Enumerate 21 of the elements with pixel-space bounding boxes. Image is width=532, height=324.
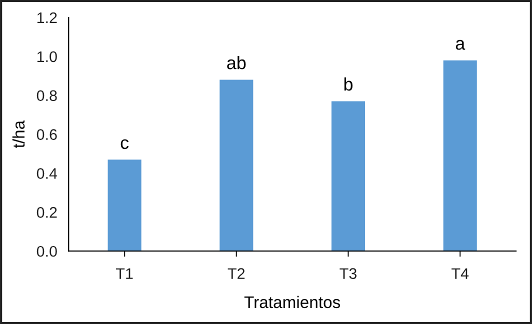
- x-tick-label: T4: [452, 268, 469, 279]
- y-tick-label: 0.8: [36, 90, 57, 102]
- y-tick-label: 1.2: [37, 12, 57, 24]
- y-axis-title: t/ha: [12, 120, 25, 148]
- y-tick-label: 0.2: [36, 207, 57, 218]
- x-tick-label: T2: [228, 268, 245, 279]
- y-tick-label: 0.0: [36, 246, 57, 257]
- annotation: c: [120, 139, 129, 150]
- x-tick-label: T1: [116, 268, 133, 279]
- y-tick-label: 1.0: [37, 51, 57, 62]
- bar: [331, 101, 366, 252]
- annotation: ab: [227, 56, 246, 70]
- y-tick-label: 0.6: [36, 129, 57, 140]
- bar: [108, 160, 142, 252]
- bar: [220, 80, 254, 252]
- bar: [443, 60, 477, 252]
- y-tick-label: 0.4: [36, 168, 58, 179]
- annotation: a: [456, 40, 466, 50]
- x-tick-label: T3: [340, 268, 357, 279]
- x-axis-title: Tratamientos: [244, 296, 340, 308]
- annotation: b: [344, 77, 353, 91]
